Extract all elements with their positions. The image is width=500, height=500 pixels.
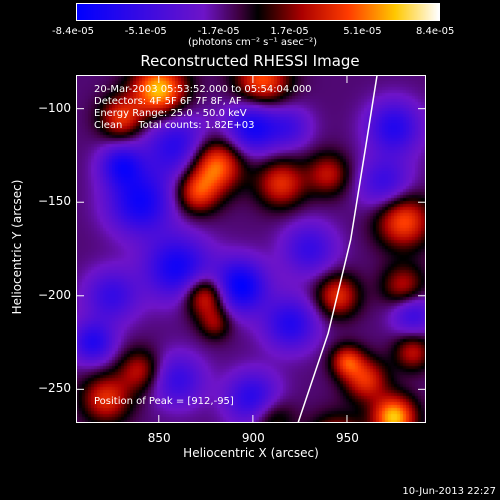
plot-area: 20-Mar-2003 05:53:52.000 to 05:54:04.000… [76,75,426,423]
colorbar-tick-label: 1.7e-05 [270,26,309,37]
total-counts-text: Clean Total counts: 1.82E+03 [94,120,255,131]
y-tick-label: −200 [38,287,71,302]
x-tick-label: 900 [241,431,265,445]
plot-frame [76,75,426,423]
detectors-text: Detectors: 4F 5F 6F 7F 8F, AF [94,96,242,107]
colorbar-tick-label: 8.4e-05 [416,26,455,37]
peak-position-text: Position of Peak = [912,-95] [94,396,234,407]
x-axis-label: Heliocentric X (arcsec) [183,446,319,460]
y-axis-label: Heliocentric Y (arcsec) [10,179,24,315]
chart-title: Reconstructed RHESSI Image [140,52,360,70]
y-tick-label: −150 [38,194,71,209]
x-tick-label: 850 [147,431,171,445]
y-tick-label: −100 [38,100,71,115]
solar-limb-line [297,75,378,423]
colorbar-tick-label: -8.4e-05 [52,26,94,37]
colorbar-tick-label: -1.7e-05 [197,26,240,37]
obs-time-text: 20-Mar-2003 05:53:52.000 to 05:54:04.000 [94,84,312,95]
energy-range-text: Energy Range: 25.0 - 50.0 keV [94,108,247,119]
colorbar [76,3,440,21]
colorbar-unit-label: (photons cm⁻² s⁻¹ asec⁻²) [188,37,318,48]
x-tick-label: 950 [335,431,359,445]
colorbar-tick-label: -5.1e-05 [124,26,167,37]
timestamp-footer: 10-Jun-2013 22:27 [402,486,496,497]
y-tick-label: −250 [38,381,71,396]
colorbar-tick-label: 5.1e-05 [343,26,382,37]
colorbar-gradient [76,3,440,21]
plot-overlay [76,75,426,423]
